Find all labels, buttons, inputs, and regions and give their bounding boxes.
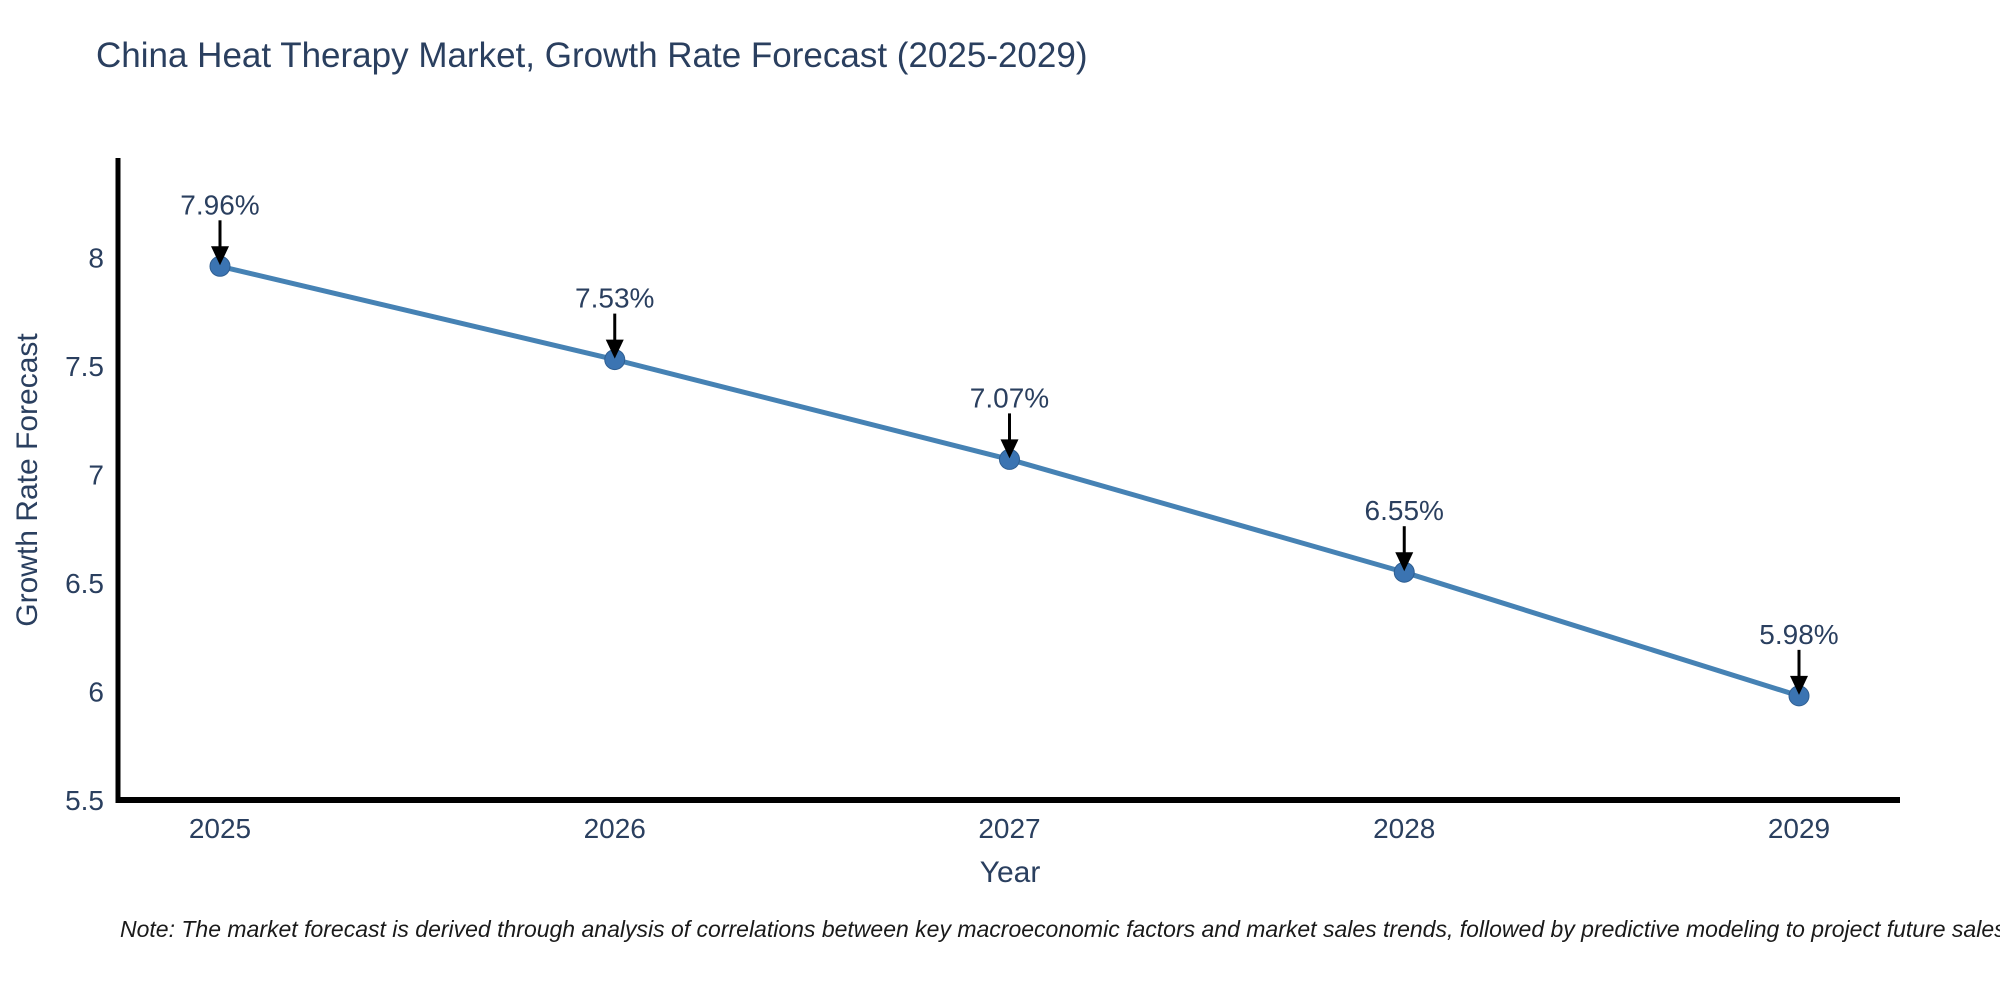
y-tick-label: 8 <box>88 243 104 274</box>
annotation-label: 7.07% <box>970 382 1049 413</box>
annotation-arrow-head <box>1000 439 1019 459</box>
footnote: Note: The market forecast is derived thr… <box>120 916 2000 942</box>
trend-line <box>217 263 1802 699</box>
y-tick-label: 6 <box>88 677 104 708</box>
y-tick-label: 7.5 <box>65 351 104 382</box>
annotation-label: 5.98% <box>1759 619 1838 650</box>
x-tick-label: 2026 <box>584 813 646 844</box>
x-tick-label: 2027 <box>978 813 1040 844</box>
annotation-label: 7.53% <box>575 283 654 314</box>
y-tick-label: 6.5 <box>65 568 104 599</box>
annotation-arrow-head <box>1395 552 1414 572</box>
annotation-arrow-head <box>605 339 624 359</box>
y-tick-label: 5.5 <box>65 785 104 816</box>
x-tick-label: 2028 <box>1373 813 1435 844</box>
annotation-arrow-head <box>1790 675 1808 695</box>
x-axis-title: Year <box>979 856 1041 889</box>
x-tick-label: 2029 <box>1768 813 1830 844</box>
annotation-label: 6.55% <box>1365 495 1444 526</box>
y-tick-label: 7 <box>88 460 104 491</box>
chart-title: China Heat Therapy Market, Growth Rate F… <box>96 36 1088 75</box>
x-tick-label: 2025 <box>189 813 251 844</box>
annotation-arrow-head <box>211 246 229 266</box>
annotation-label: 7.96% <box>180 189 259 220</box>
